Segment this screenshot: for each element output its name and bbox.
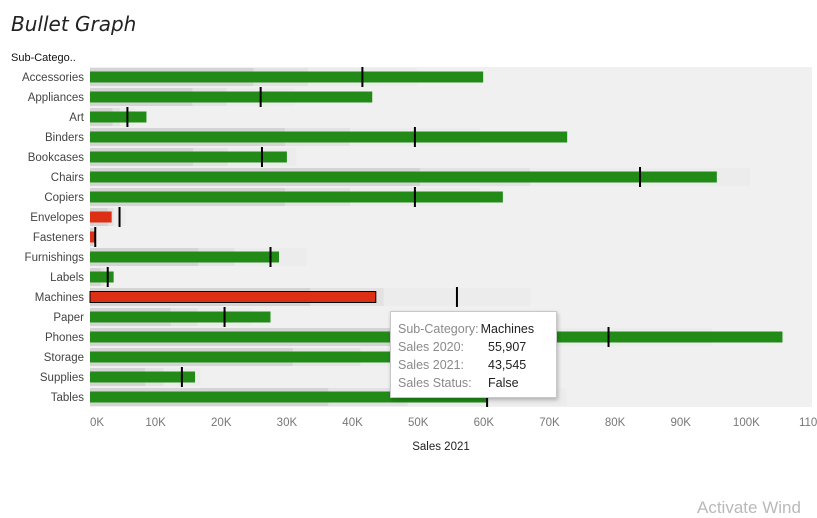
tooltip-key: Sales 2021: [398, 358, 465, 372]
tooltip-row: Sales 2020: 55,907 [398, 338, 556, 356]
x-tick-label: 0K [90, 417, 104, 429]
bar-sales-2021 [89, 291, 377, 303]
bar-sales-2021 [90, 151, 287, 163]
x-tick-label: 20K [211, 417, 232, 429]
dimension-header[interactable]: Sub-Catego.. [11, 52, 76, 64]
tooltip-key: Sub-Category: [398, 322, 479, 336]
x-tick-label: 70K [539, 417, 560, 429]
bar-sales-2021 [90, 311, 271, 323]
category-label[interactable]: Art [69, 112, 85, 124]
tooltip: Sub-Category: Machines Sales 2020: 55,90… [390, 311, 557, 398]
category-label[interactable]: Bookcases [28, 152, 85, 164]
category-label[interactable]: Supplies [40, 372, 84, 384]
tooltip-value: 43,545 [488, 358, 527, 372]
x-tick-label: 50K [408, 417, 429, 429]
activation-watermark: Activate Wind [697, 498, 801, 517]
category-label[interactable]: Storage [44, 352, 84, 364]
category-label[interactable]: Appliances [28, 92, 85, 104]
bar-sales-2021 [90, 371, 196, 383]
bar-sales-2021 [90, 91, 373, 103]
category-label[interactable]: Envelopes [30, 212, 84, 224]
tooltip-key: Sales 2020: [398, 340, 465, 354]
category-label[interactable]: Phones [45, 332, 84, 344]
tooltip-value: False [488, 376, 519, 390]
bar-sales-2021 [90, 231, 96, 243]
bar-sales-2021 [90, 271, 114, 283]
chart-title: Bullet Graph [11, 12, 137, 36]
bar-sales-2021 [90, 131, 568, 143]
tooltip-row: Sales Status: False [398, 374, 556, 392]
x-tick-label: 30K [277, 417, 298, 429]
category-label[interactable]: Labels [50, 272, 84, 284]
x-tick-label: 60K [474, 417, 495, 429]
category-label[interactable]: Chairs [51, 172, 84, 184]
category-label[interactable]: Furnishings [25, 252, 85, 264]
tooltip-value: 55,907 [488, 340, 527, 354]
category-label[interactable]: Binders [45, 132, 84, 144]
bar-sales-2021 [90, 191, 503, 203]
category-label[interactable]: Tables [51, 392, 84, 404]
x-tick-label: 90K [670, 417, 691, 429]
tooltip-key: Sales Status: [398, 376, 472, 390]
tooltip-row: Sub-Category: Machines [398, 320, 556, 338]
bar-sales-2021 [90, 391, 488, 403]
category-label[interactable]: Copiers [44, 192, 84, 204]
category-label[interactable]: Accessories [22, 72, 84, 84]
bar-sales-2021 [90, 111, 147, 123]
x-axis-title: Sales 2021 [412, 441, 470, 453]
x-tick-label: 100K [733, 417, 760, 429]
tooltip-value: Machines [480, 322, 535, 336]
x-tick-label: 10K [145, 417, 166, 429]
x-tick-label: 40K [342, 417, 363, 429]
category-label[interactable]: Fasteners [33, 232, 84, 244]
x-tick-label: 80K [605, 417, 626, 429]
category-label[interactable]: Machines [35, 292, 84, 304]
bar-sales-2021 [90, 251, 280, 263]
bar-sales-2021 [90, 351, 550, 363]
x-tick-label: 110K [799, 417, 817, 429]
bar-sales-2021 [90, 171, 717, 183]
tooltip-row: Sales 2021: 43,545 [398, 356, 556, 374]
category-label[interactable]: Paper [53, 312, 84, 324]
bar-sales-2021 [90, 211, 112, 223]
bar-sales-2021 [90, 71, 484, 83]
